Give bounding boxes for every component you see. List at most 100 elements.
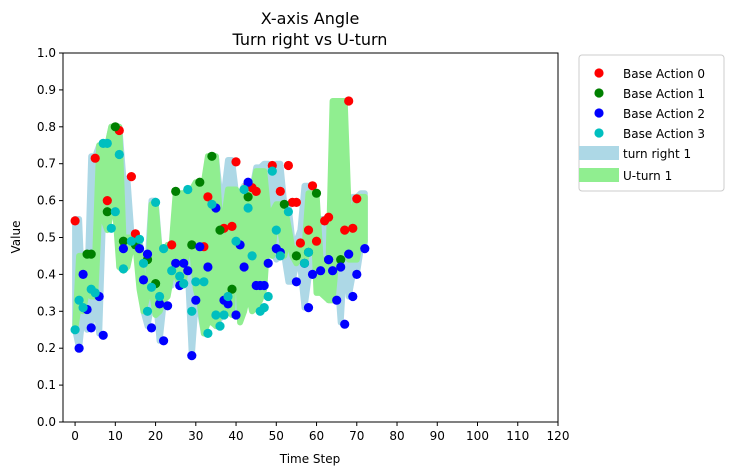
x-tick-label: 80	[389, 429, 404, 443]
point-base-action-3	[134, 234, 145, 244]
x-axis-label: Time Step	[279, 452, 341, 466]
point-base-action-2	[191, 295, 201, 305]
point-base-action-2	[118, 244, 128, 254]
point-base-action-2	[263, 258, 273, 268]
point-base-action-2	[360, 244, 370, 254]
point-base-action-2	[142, 249, 153, 259]
point-base-action-0	[231, 157, 241, 167]
point-base-action-2	[231, 310, 241, 320]
point-base-action-3	[102, 138, 112, 148]
point-base-action-2	[171, 258, 181, 268]
point-base-action-1	[279, 199, 289, 209]
point-base-action-1	[110, 122, 120, 132]
point-base-action-3	[207, 199, 217, 209]
legend-swatch-turn-right-1	[579, 146, 619, 160]
point-base-action-3	[78, 303, 88, 313]
legend-marker-base-action-3	[594, 128, 604, 138]
point-base-action-3	[167, 266, 177, 276]
point-base-action-0	[126, 172, 136, 182]
point-base-action-2	[183, 266, 193, 276]
point-base-action-3	[223, 291, 233, 302]
point-base-action-0	[344, 96, 354, 106]
point-base-action-2	[203, 262, 213, 272]
point-base-action-3	[231, 236, 241, 246]
point-base-action-0	[227, 221, 237, 231]
point-base-action-0	[340, 225, 350, 235]
x-tick-label: 60	[309, 429, 324, 443]
point-base-action-1	[215, 225, 225, 235]
point-base-action-2	[291, 277, 301, 287]
y-tick-label: 0.3	[37, 304, 56, 318]
point-base-action-3	[211, 310, 221, 320]
point-base-action-3	[247, 251, 257, 261]
y-tick-label: 0.2	[37, 341, 56, 355]
point-base-action-2	[223, 299, 233, 309]
point-base-action-2	[74, 343, 84, 353]
point-base-action-3	[126, 236, 136, 246]
point-base-action-1	[243, 192, 253, 202]
y-tick-label: 1.0	[37, 46, 56, 60]
point-base-action-2	[78, 269, 88, 279]
point-base-action-3	[74, 295, 84, 305]
legend-items: Base Action 0 Base Action 1 Base Action 2 B…	[579, 67, 705, 183]
point-base-action-3	[110, 207, 120, 217]
point-base-action-3	[219, 310, 229, 320]
y-tick-label: 0.7	[37, 157, 56, 171]
point-base-action-3	[151, 197, 161, 207]
point-base-action-1	[102, 207, 112, 217]
point-base-action-2	[340, 319, 350, 329]
point-base-action-2	[352, 269, 362, 279]
chart-title-line2: Turn right vs U-turn	[232, 30, 388, 49]
point-base-action-3	[203, 328, 213, 338]
x-axis: 0 10 20 30 40 50 60 70 80 90 100 110 120	[71, 422, 569, 443]
y-axis-label: Value	[9, 221, 23, 254]
point-base-action-3	[243, 203, 253, 213]
point-base-action-2	[138, 275, 149, 285]
legend-label-turn-right-1: turn right 1	[623, 147, 691, 161]
plot-area	[70, 96, 370, 361]
legend-swatch-u-turn-1	[579, 168, 619, 182]
y-tick-label: 0.5	[37, 231, 56, 245]
y-tick-label: 0.0	[37, 415, 56, 429]
point-base-action-2	[187, 351, 197, 361]
point-base-action-3	[275, 251, 285, 261]
point-base-action-1	[195, 177, 205, 187]
point-base-action-0	[203, 192, 213, 202]
point-base-action-3	[146, 282, 157, 292]
point-base-action-3	[271, 225, 281, 235]
x-tick-label: 30	[188, 429, 203, 443]
y-tick-label: 0.6	[37, 194, 56, 208]
point-base-action-0	[311, 236, 322, 246]
point-base-action-2	[336, 262, 346, 272]
chart-title-line1: X-axis Angle	[261, 9, 360, 28]
point-base-action-2	[324, 255, 334, 265]
point-base-action-3	[106, 223, 116, 233]
point-base-action-2	[134, 244, 145, 254]
point-base-action-1	[336, 255, 346, 265]
point-base-action-2	[239, 262, 249, 272]
point-base-action-3	[263, 291, 273, 302]
point-base-action-1	[291, 251, 301, 261]
legend-label-base-action-1: Base Action 1	[623, 87, 705, 101]
point-base-action-1	[86, 249, 96, 259]
point-base-action-3	[259, 303, 269, 313]
point-base-action-2	[195, 242, 205, 252]
point-base-action-3	[155, 291, 165, 302]
y-tick-label: 0.9	[37, 83, 56, 97]
x-tick-label: 100	[466, 429, 489, 443]
legend: Base Action 0 Base Action 1 Base Action 2 B…	[578, 54, 725, 192]
point-base-action-1	[207, 151, 217, 161]
point-base-action-2	[259, 280, 269, 291]
point-base-action-2	[179, 258, 189, 268]
point-base-action-0	[70, 216, 80, 226]
point-base-action-0	[295, 238, 305, 248]
y-tick-label: 0.8	[37, 120, 56, 134]
point-base-action-3	[199, 277, 209, 287]
point-base-action-2	[303, 303, 314, 313]
point-base-action-3	[215, 321, 225, 331]
point-base-action-0	[352, 194, 362, 204]
point-base-action-1	[311, 188, 322, 198]
point-base-action-0	[251, 186, 261, 196]
point-base-action-3	[299, 258, 310, 268]
